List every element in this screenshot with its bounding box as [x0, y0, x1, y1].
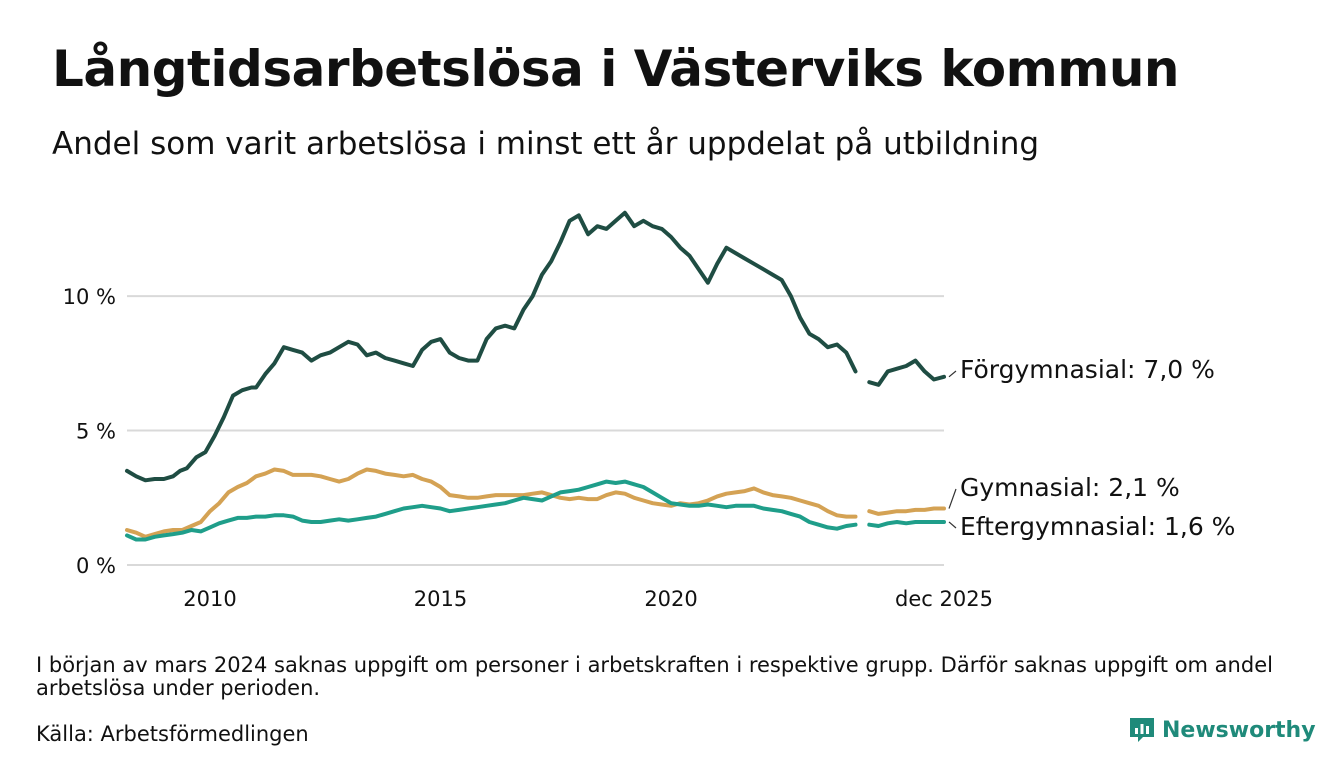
series-label-förgymnasial: Förgymnasial: 7,0 % — [960, 355, 1215, 384]
source-note: Källa: Arbetsförmedlingen — [36, 722, 309, 746]
leader-line — [948, 370, 957, 378]
chart-title: Långtidsarbetslösa i Västerviks kommun — [52, 40, 1180, 98]
brand-logo: Newsworthy — [1128, 716, 1316, 744]
chart-logo-icon — [1130, 718, 1154, 742]
line-chart: 0 % 5 % 10 % 2010 2015 2020 dec 2025 Förgymna… — [63, 210, 1235, 611]
brand-name: Newsworthy — [1162, 717, 1316, 743]
leader-line — [948, 488, 957, 509]
series-line-förgymnasial — [125, 210, 946, 483]
x-tick-label: dec 2025 — [895, 587, 993, 611]
series-label-eftergymnasial: Eftergymnasial: 1,6 % — [960, 512, 1235, 541]
series-lines — [125, 210, 946, 542]
y-tick-label: 5 % — [76, 420, 116, 444]
y-tick-label: 0 % — [76, 554, 116, 578]
series-line-eftergymnasial — [125, 479, 946, 542]
x-tick-label: 2010 — [183, 587, 236, 611]
footnote: I början av mars 2024 saknas uppgift om … — [36, 653, 1273, 700]
series-line-gymnasial — [125, 467, 946, 539]
gridlines — [127, 295, 944, 566]
x-axis-ticks: 2010 2015 2020 dec 2025 — [183, 587, 993, 611]
x-tick-label: 2020 — [644, 587, 697, 611]
series-labels: Förgymnasial: 7,0 % Gymnasial: 2,1 % Efter… — [948, 355, 1235, 541]
leader-line — [948, 521, 957, 529]
y-axis-ticks: 0 % 5 % 10 % — [63, 285, 116, 578]
chart-subtitle: Andel som varit arbetslösa i minst ett å… — [52, 126, 1040, 162]
series-label-gymnasial: Gymnasial: 2,1 % — [960, 473, 1180, 502]
y-tick-label: 10 % — [63, 285, 116, 309]
x-tick-label: 2015 — [414, 587, 467, 611]
